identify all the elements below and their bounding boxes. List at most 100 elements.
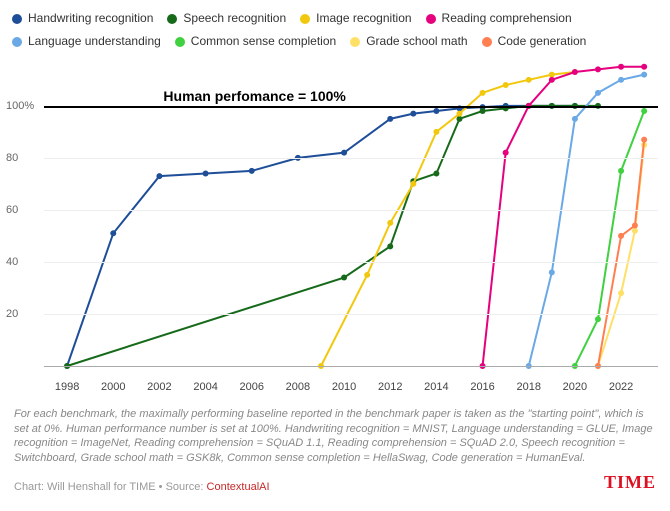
y-tick-label: 60 <box>6 204 18 216</box>
series-point <box>410 181 416 187</box>
y-tick-label: 40 <box>6 256 18 268</box>
credits-row: Chart: Will Henshall for TIME • Source: … <box>0 466 670 493</box>
legend-item: Reading comprehension <box>426 8 572 30</box>
legend-label: Common sense completion <box>191 31 336 53</box>
series-line <box>321 72 575 366</box>
series-point <box>618 290 624 296</box>
series-point <box>618 233 624 239</box>
legend-dot-icon <box>350 37 360 47</box>
legend-item: Speech recognition <box>167 8 286 30</box>
legend-dot-icon <box>12 37 22 47</box>
x-tick-label: 2012 <box>378 381 402 393</box>
x-tick-label: 2020 <box>563 381 587 393</box>
x-tick-label: 2018 <box>516 381 540 393</box>
series-point <box>618 168 624 174</box>
series-point <box>632 227 638 233</box>
series-point <box>156 173 162 179</box>
x-tick-label: 2006 <box>239 381 263 393</box>
legend: Handwriting recognition Speech recognitio… <box>0 0 670 55</box>
series-point <box>641 108 647 114</box>
series-point <box>641 71 647 77</box>
legend-label: Reading comprehension <box>442 8 572 30</box>
x-tick-label: 2000 <box>101 381 125 393</box>
series-point <box>249 168 255 174</box>
series-point <box>572 116 578 122</box>
x-tick-label: 2002 <box>147 381 171 393</box>
series-point <box>595 90 601 96</box>
x-tick-label: 2004 <box>193 381 217 393</box>
legend-item: Handwriting recognition <box>12 8 153 30</box>
legend-item: Grade school math <box>350 31 467 53</box>
series-point <box>410 110 416 116</box>
series-point <box>203 170 209 176</box>
legend-dot-icon <box>482 37 492 47</box>
series-line <box>529 74 644 365</box>
legend-item: Common sense completion <box>175 31 336 53</box>
time-logo: TIME <box>604 472 656 493</box>
series-point <box>641 136 647 142</box>
legend-dot-icon <box>175 37 185 47</box>
series-point <box>632 222 638 228</box>
series-point <box>387 220 393 226</box>
series-point <box>387 243 393 249</box>
legend-item: Language understanding <box>12 31 161 53</box>
series-point <box>387 116 393 122</box>
series-line <box>483 67 645 366</box>
benchmark-chart: 1998200020022004200620082010201220142016… <box>44 59 658 379</box>
y-tick-label: 100% <box>6 100 34 112</box>
series-point <box>549 71 555 77</box>
series-point <box>364 272 370 278</box>
x-tick-label: 2014 <box>424 381 448 393</box>
series-point <box>433 170 439 176</box>
y-tick-label: 80 <box>6 152 18 164</box>
legend-item: Image recognition <box>300 8 411 30</box>
series-line <box>67 106 598 366</box>
human-baseline-label: Human perfomance = 100% <box>159 88 349 104</box>
x-tick-label: 1998 <box>55 381 79 393</box>
legend-label: Code generation <box>498 31 587 53</box>
series-point <box>110 230 116 236</box>
credit-text: Chart: Will Henshall for TIME • Source: <box>14 481 207 493</box>
legend-dot-icon <box>426 14 436 24</box>
legend-item: Code generation <box>482 31 587 53</box>
series-point <box>480 90 486 96</box>
legend-dot-icon <box>300 14 310 24</box>
series-line <box>598 145 644 366</box>
series-point <box>433 129 439 135</box>
chart-credit: Chart: Will Henshall for TIME • Source: … <box>14 481 270 493</box>
series-point <box>503 82 509 88</box>
series-point <box>480 108 486 114</box>
source-link[interactable]: ContextualAI <box>207 481 270 493</box>
y-tick-label: 20 <box>6 308 18 320</box>
x-axis: 1998 2000 2002 2004 2006 2008 2010 2012 2014 2016… <box>44 381 658 397</box>
legend-label: Language understanding <box>28 31 161 53</box>
x-tick-label: 2016 <box>470 381 494 393</box>
series-point <box>456 116 462 122</box>
legend-label: Image recognition <box>316 8 411 30</box>
series-point <box>549 77 555 83</box>
legend-dot-icon <box>12 14 22 24</box>
series-point <box>503 149 509 155</box>
x-tick-label: 2022 <box>609 381 633 393</box>
series-point <box>595 316 601 322</box>
series-point <box>341 149 347 155</box>
human-baseline-line <box>44 106 658 108</box>
series-point <box>572 69 578 75</box>
series-point <box>433 108 439 114</box>
series-point <box>618 77 624 83</box>
x-tick-label: 2010 <box>332 381 356 393</box>
legend-label: Handwriting recognition <box>28 8 153 30</box>
series-point <box>456 110 462 116</box>
footnote: For each benchmark, the maximally perfor… <box>0 407 670 466</box>
series-point <box>641 64 647 70</box>
series-point <box>595 66 601 72</box>
series-point <box>549 269 555 275</box>
series-point <box>341 274 347 280</box>
legend-label: Grade school math <box>366 31 467 53</box>
x-tick-label: 2008 <box>286 381 310 393</box>
series-point <box>526 77 532 83</box>
series-point <box>618 64 624 70</box>
legend-label: Speech recognition <box>183 8 286 30</box>
series-line <box>67 106 575 366</box>
legend-dot-icon <box>167 14 177 24</box>
